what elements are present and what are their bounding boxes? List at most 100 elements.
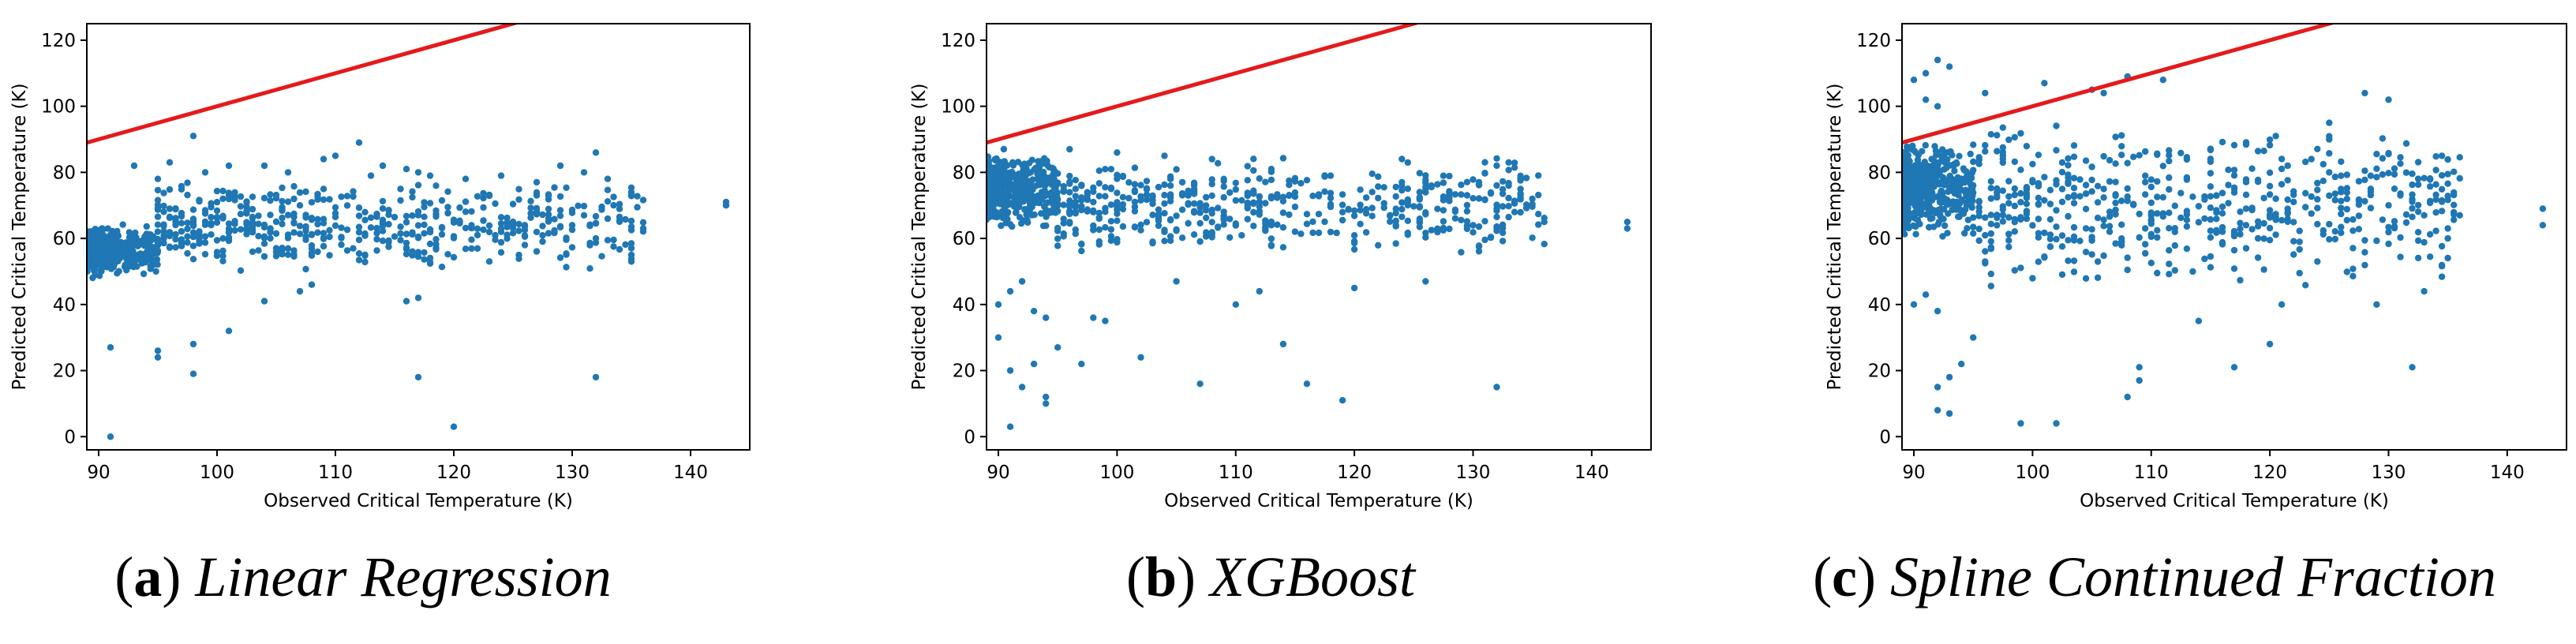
data-point <box>504 235 511 242</box>
data-point <box>1428 183 1436 191</box>
data-point <box>1475 195 1483 202</box>
data-point <box>1143 185 1151 192</box>
data-point <box>326 252 333 259</box>
data-point <box>2302 158 2309 166</box>
data-point <box>308 199 316 206</box>
data-point <box>2154 193 2161 200</box>
data-point <box>2248 165 2256 172</box>
data-point <box>622 215 629 223</box>
data-point <box>2242 176 2250 183</box>
data-point <box>2242 245 2250 252</box>
data-point <box>497 228 505 235</box>
data-point <box>993 165 1000 172</box>
data-point <box>1054 344 1061 351</box>
data-point <box>2100 152 2107 160</box>
data-point <box>1114 217 1121 224</box>
data-point <box>1303 380 1311 388</box>
data-point <box>1315 193 1323 200</box>
data-point <box>249 205 256 213</box>
data-point <box>1196 380 1204 388</box>
data-point <box>2082 225 2090 232</box>
data-point <box>1404 185 1412 193</box>
data-point <box>421 213 428 220</box>
data-point <box>568 209 576 216</box>
data-point <box>355 212 363 219</box>
data-point <box>1203 202 1210 209</box>
data-point <box>225 162 233 170</box>
data-point <box>1208 155 1215 163</box>
data-point <box>154 228 161 235</box>
data-point <box>120 251 127 259</box>
data-point <box>143 223 150 230</box>
data-point <box>2082 182 2090 189</box>
data-point <box>432 236 440 243</box>
data-point <box>1522 174 1530 182</box>
data-point <box>2053 420 2060 427</box>
data-point <box>402 219 410 226</box>
data-point <box>1975 225 1983 233</box>
data-point <box>1232 185 1240 193</box>
data-point <box>2171 242 2178 249</box>
data-point <box>308 216 316 223</box>
data-point <box>1267 235 1275 242</box>
data-point <box>385 220 392 228</box>
data-point <box>196 197 203 205</box>
data-point <box>2100 194 2107 201</box>
data-point <box>527 204 534 212</box>
data-point <box>2230 189 2238 196</box>
x-tick-label: 120 <box>1337 462 1372 483</box>
data-point <box>2331 228 2338 235</box>
data-point <box>2230 227 2238 235</box>
data-point <box>1934 56 1941 64</box>
data-point <box>414 294 422 301</box>
data-point <box>1196 238 1204 245</box>
data-point <box>1072 230 1080 238</box>
data-point <box>267 234 274 242</box>
data-point <box>1463 201 1471 209</box>
data-point <box>1933 152 1940 159</box>
data-point <box>2254 254 2262 261</box>
data-point <box>2065 155 2072 162</box>
data-point <box>604 198 612 205</box>
data-point <box>426 172 434 179</box>
data-point <box>2154 234 2161 242</box>
data-point <box>2142 191 2149 198</box>
data-point <box>2230 364 2238 371</box>
data-point <box>1970 158 1977 166</box>
data-point <box>2361 89 2368 97</box>
data-point <box>260 253 268 260</box>
data-point <box>1072 204 1080 211</box>
data-point <box>219 212 227 219</box>
data-point <box>1440 179 1447 186</box>
data-point <box>1945 63 1953 70</box>
data-point <box>397 237 404 244</box>
data-point <box>1428 227 1436 234</box>
data-point <box>1522 204 1530 212</box>
data-point <box>2438 273 2446 280</box>
data-point <box>2035 152 2042 159</box>
data-point <box>184 249 191 257</box>
data-point <box>2035 258 2042 265</box>
data-point <box>1107 184 1115 192</box>
data-point <box>2314 179 2321 187</box>
data-point <box>225 220 233 227</box>
data-point <box>2409 364 2416 371</box>
x-tick-label: 100 <box>200 462 234 483</box>
data-point <box>2082 205 2090 212</box>
data-point <box>1161 238 1168 245</box>
data-point <box>2166 185 2173 193</box>
data-point <box>184 225 191 233</box>
data-point <box>1380 184 1387 191</box>
data-point <box>1286 192 1293 199</box>
data-point <box>2254 223 2262 230</box>
data-point <box>2314 220 2321 228</box>
data-point <box>2385 202 2392 209</box>
data-point <box>2237 230 2244 238</box>
y-tick-label: 0 <box>1879 427 1891 447</box>
data-point <box>2218 138 2226 146</box>
data-point <box>95 252 102 259</box>
data-point <box>426 258 434 266</box>
data-point <box>2041 197 2048 204</box>
data-point <box>343 193 351 200</box>
y-tick-label: 120 <box>1856 31 1891 51</box>
